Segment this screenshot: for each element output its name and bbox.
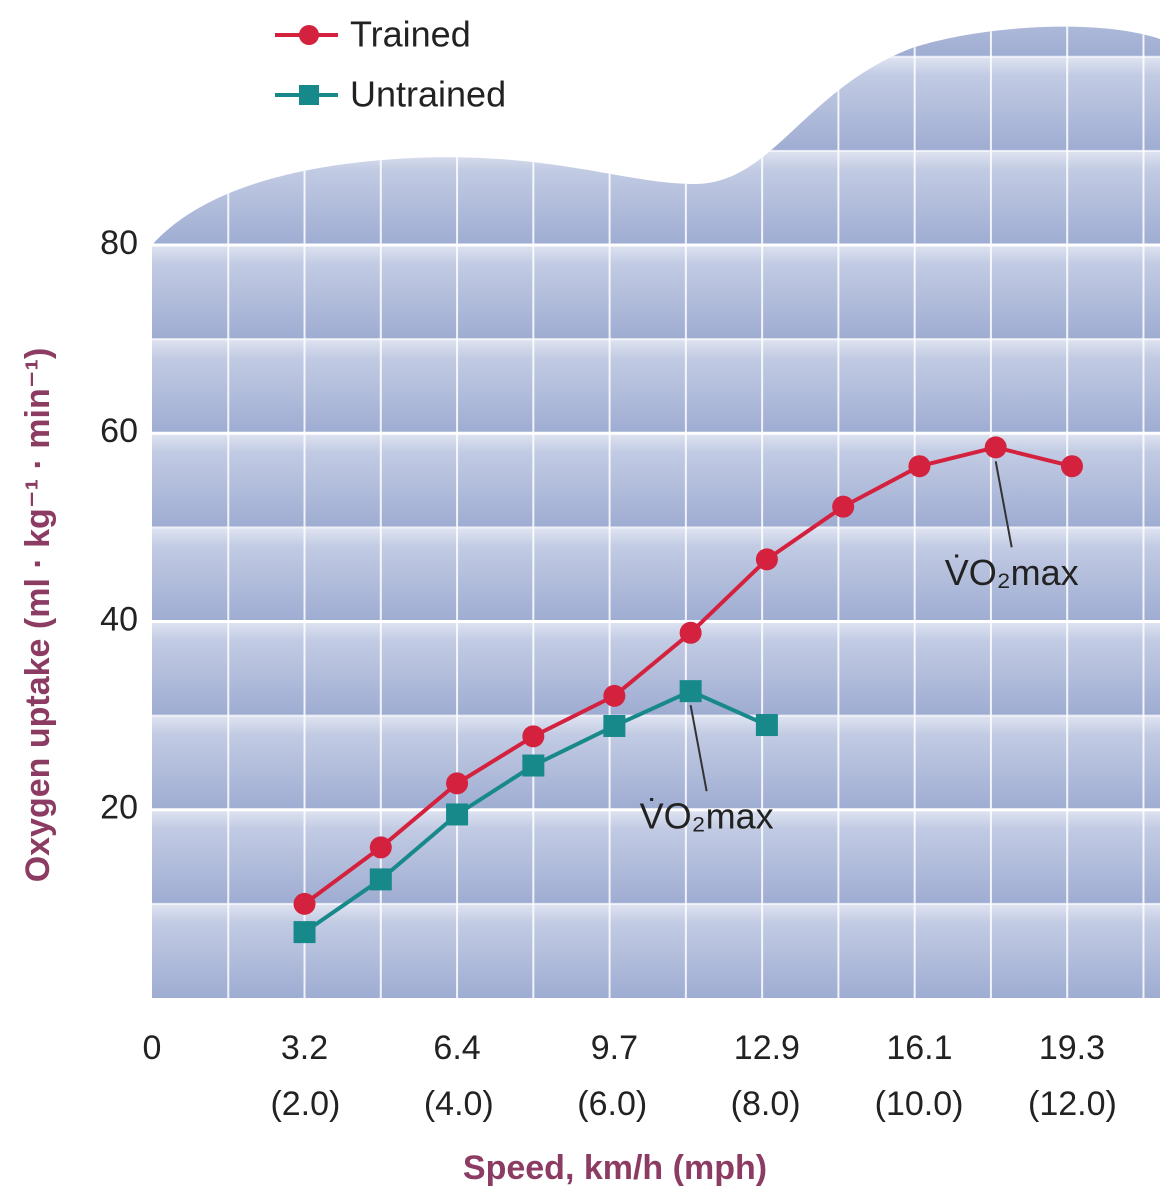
y-axis-label: Oxygen uptake (ml · kg⁻¹ · min⁻¹) (19, 348, 57, 883)
point (522, 725, 545, 748)
y-tick-label: 60 (100, 412, 138, 450)
point (446, 772, 469, 795)
x2-tick-label: (10.0) (875, 1085, 964, 1123)
x2-tick-label: (12.0) (1028, 1085, 1117, 1123)
annotation-leader (689, 704, 708, 792)
x2-tick-label: (2.0) (270, 1085, 340, 1123)
x-tick-label: 0 (143, 1029, 162, 1067)
point (679, 680, 702, 703)
x-tick-label: 6.4 (433, 1029, 480, 1067)
x-tick-label: 19.3 (1039, 1029, 1105, 1067)
legend-label: Untrained (350, 74, 506, 115)
x-tick-label: 12.9 (734, 1029, 800, 1067)
point (369, 868, 392, 891)
point (369, 836, 392, 859)
point (522, 754, 545, 777)
y-tick-label: 20 (100, 789, 138, 827)
point (755, 714, 778, 737)
legend-label: Trained (350, 14, 471, 55)
y-tick-label: 80 (100, 224, 138, 262)
point (908, 455, 931, 478)
annotation: V̇O₂max (640, 796, 774, 837)
point (832, 495, 855, 518)
x-tick-label: 3.2 (281, 1029, 328, 1067)
x2-tick-label: (8.0) (731, 1085, 801, 1123)
point (603, 684, 626, 707)
annotation: V̇O₂max (945, 552, 1079, 593)
point (446, 803, 469, 826)
x-axis-label: Speed, km/h (mph) (463, 1149, 767, 1187)
point (293, 921, 316, 944)
point (679, 621, 702, 644)
y-tick-label: 40 (100, 600, 138, 638)
legend-marker (299, 85, 319, 105)
x-tick-label: 16.1 (886, 1029, 952, 1067)
x-tick-label: 9.7 (591, 1029, 638, 1067)
point (293, 892, 316, 915)
plot-background (152, 26, 1160, 998)
x2-tick-label: (4.0) (424, 1085, 494, 1123)
point (603, 714, 626, 737)
point (984, 436, 1007, 459)
annotation-leader (994, 461, 1013, 548)
plot-area (152, 26, 1160, 998)
point (1060, 455, 1083, 478)
legend-marker (299, 25, 319, 45)
x2-tick-label: (6.0) (577, 1085, 647, 1123)
point (755, 548, 778, 571)
